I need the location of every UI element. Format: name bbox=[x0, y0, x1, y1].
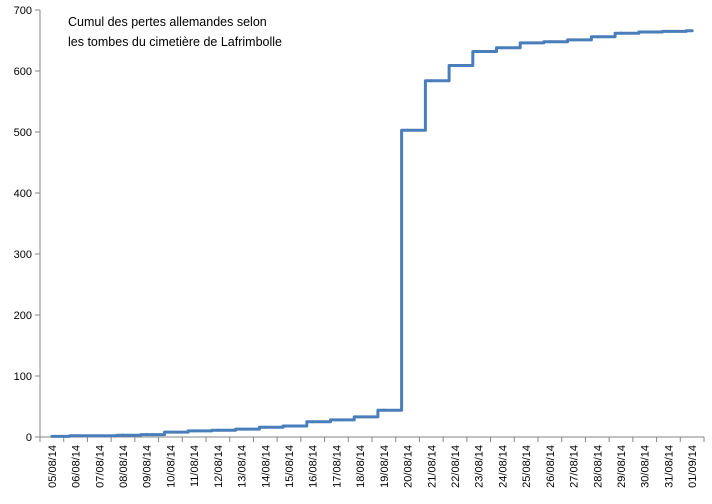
x-tick-label: 07/08/14 bbox=[94, 445, 106, 488]
data-point bbox=[263, 425, 267, 429]
data-point bbox=[666, 29, 670, 33]
data-point bbox=[240, 427, 244, 431]
series-layer bbox=[50, 29, 694, 438]
y-tick-label: 500 bbox=[14, 127, 32, 139]
x-tick-label: 30/08/14 bbox=[640, 445, 652, 488]
data-point bbox=[168, 430, 172, 434]
data-point bbox=[334, 418, 338, 422]
data-point bbox=[145, 433, 149, 437]
data-point bbox=[216, 428, 220, 432]
y-tick-label: 700 bbox=[14, 5, 32, 17]
x-tick-label: 11/08/14 bbox=[189, 445, 201, 487]
data-point bbox=[382, 408, 386, 412]
data-point bbox=[192, 429, 196, 433]
x-tick-label: 06/08/14 bbox=[71, 445, 83, 488]
data-point bbox=[548, 40, 552, 44]
y-tick-label: 200 bbox=[14, 310, 32, 322]
data-point bbox=[643, 30, 647, 34]
x-tick-label: 25/08/14 bbox=[521, 445, 533, 488]
x-tick-label: 17/08/14 bbox=[331, 445, 343, 488]
data-point bbox=[287, 424, 291, 428]
data-point bbox=[572, 38, 576, 42]
data-point bbox=[477, 49, 481, 53]
x-tick-label: 09/08/14 bbox=[142, 445, 154, 488]
y-tick-label: 100 bbox=[14, 371, 32, 383]
x-tick-label: 29/08/14 bbox=[616, 445, 628, 488]
x-tick-label: 26/08/14 bbox=[545, 445, 557, 488]
y-tick-label: 600 bbox=[14, 66, 32, 78]
y-tick-label: 0 bbox=[26, 432, 32, 444]
x-tick-label: 08/08/14 bbox=[118, 445, 130, 488]
x-tick-label: 12/08/14 bbox=[213, 445, 225, 488]
x-tick-label: 18/08/14 bbox=[355, 445, 367, 488]
x-axis-ticks: 05/08/14 06/08/14 07/08/14 08/08/14 09/08/14… bbox=[39, 437, 705, 488]
data-point bbox=[121, 433, 125, 437]
data-point bbox=[429, 79, 433, 83]
x-tick-label: 28/08/14 bbox=[592, 445, 604, 488]
chart-title-line-2: les tombes du cimetière de Lafrimbolle bbox=[68, 35, 282, 49]
x-tick-label: 27/08/14 bbox=[569, 445, 581, 488]
x-tick-label: 05/08/14 bbox=[47, 445, 59, 488]
x-tick-label: 14/08/14 bbox=[260, 445, 272, 488]
data-point bbox=[500, 46, 504, 50]
chart-title-line-1: Cumul des pertes allemandes selon bbox=[68, 15, 267, 29]
data-point bbox=[524, 41, 528, 45]
x-tick-label: 13/08/14 bbox=[237, 445, 249, 488]
x-tick-label: 24/08/14 bbox=[497, 445, 509, 488]
x-tick-label: 31/08/14 bbox=[663, 445, 675, 488]
data-point bbox=[406, 128, 410, 132]
x-tick-label: 01/09/14 bbox=[687, 445, 699, 488]
chart-title: Cumul des pertes allemandes selon les to… bbox=[68, 15, 282, 49]
data-point bbox=[690, 29, 694, 33]
x-tick-label: 10/08/14 bbox=[165, 445, 177, 488]
data-point bbox=[74, 434, 78, 438]
y-tick-label: 300 bbox=[14, 249, 32, 261]
y-tick-label: 400 bbox=[14, 188, 32, 200]
x-tick-label: 21/08/14 bbox=[426, 445, 438, 488]
data-point bbox=[619, 31, 623, 35]
x-tick-label: 20/08/14 bbox=[403, 445, 415, 488]
x-tick-label: 22/08/14 bbox=[450, 445, 462, 488]
x-tick-label: 15/08/14 bbox=[284, 445, 296, 488]
data-point bbox=[453, 64, 457, 68]
x-tick-label: 16/08/14 bbox=[308, 445, 320, 488]
data-point bbox=[50, 434, 54, 438]
x-tick-label: 23/08/14 bbox=[474, 445, 486, 488]
data-point bbox=[311, 420, 315, 424]
y-axis-ticks: 0 100 200 300 400 500 600 700 bbox=[14, 5, 40, 444]
data-point bbox=[595, 35, 599, 39]
data-point bbox=[358, 415, 362, 419]
x-tick-label: 19/08/14 bbox=[379, 445, 391, 488]
